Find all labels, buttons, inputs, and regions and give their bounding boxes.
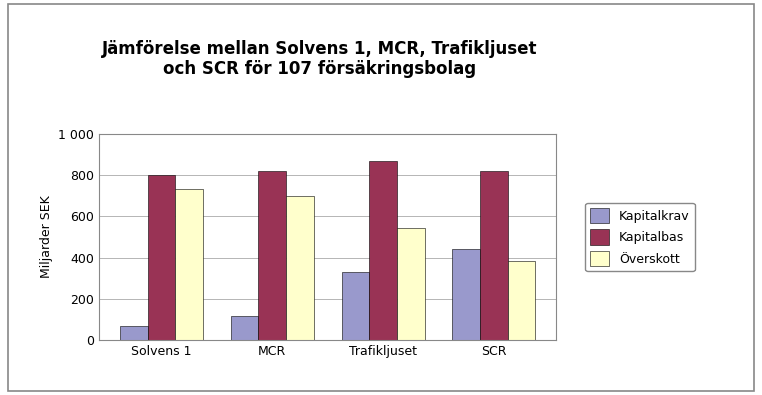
Bar	[175, 189, 203, 340]
Bar	[480, 171, 507, 340]
Bar	[370, 161, 397, 340]
Bar	[231, 316, 258, 340]
Bar	[507, 261, 536, 340]
Bar	[148, 175, 175, 340]
Bar	[397, 228, 424, 340]
Bar	[286, 196, 314, 340]
Bar	[258, 171, 286, 340]
Bar	[341, 272, 370, 340]
Text: Jämförelse mellan Solvens 1, MCR, Trafikljuset
och SCR för 107 försäkringsbolag: Jämförelse mellan Solvens 1, MCR, Trafik…	[102, 40, 538, 78]
Legend: Kapitalkrav, Kapitalbas, Överskott: Kapitalkrav, Kapitalbas, Överskott	[585, 203, 695, 271]
Bar	[453, 249, 480, 340]
Bar	[120, 326, 148, 340]
Y-axis label: Miljarder SEK: Miljarder SEK	[40, 196, 53, 278]
